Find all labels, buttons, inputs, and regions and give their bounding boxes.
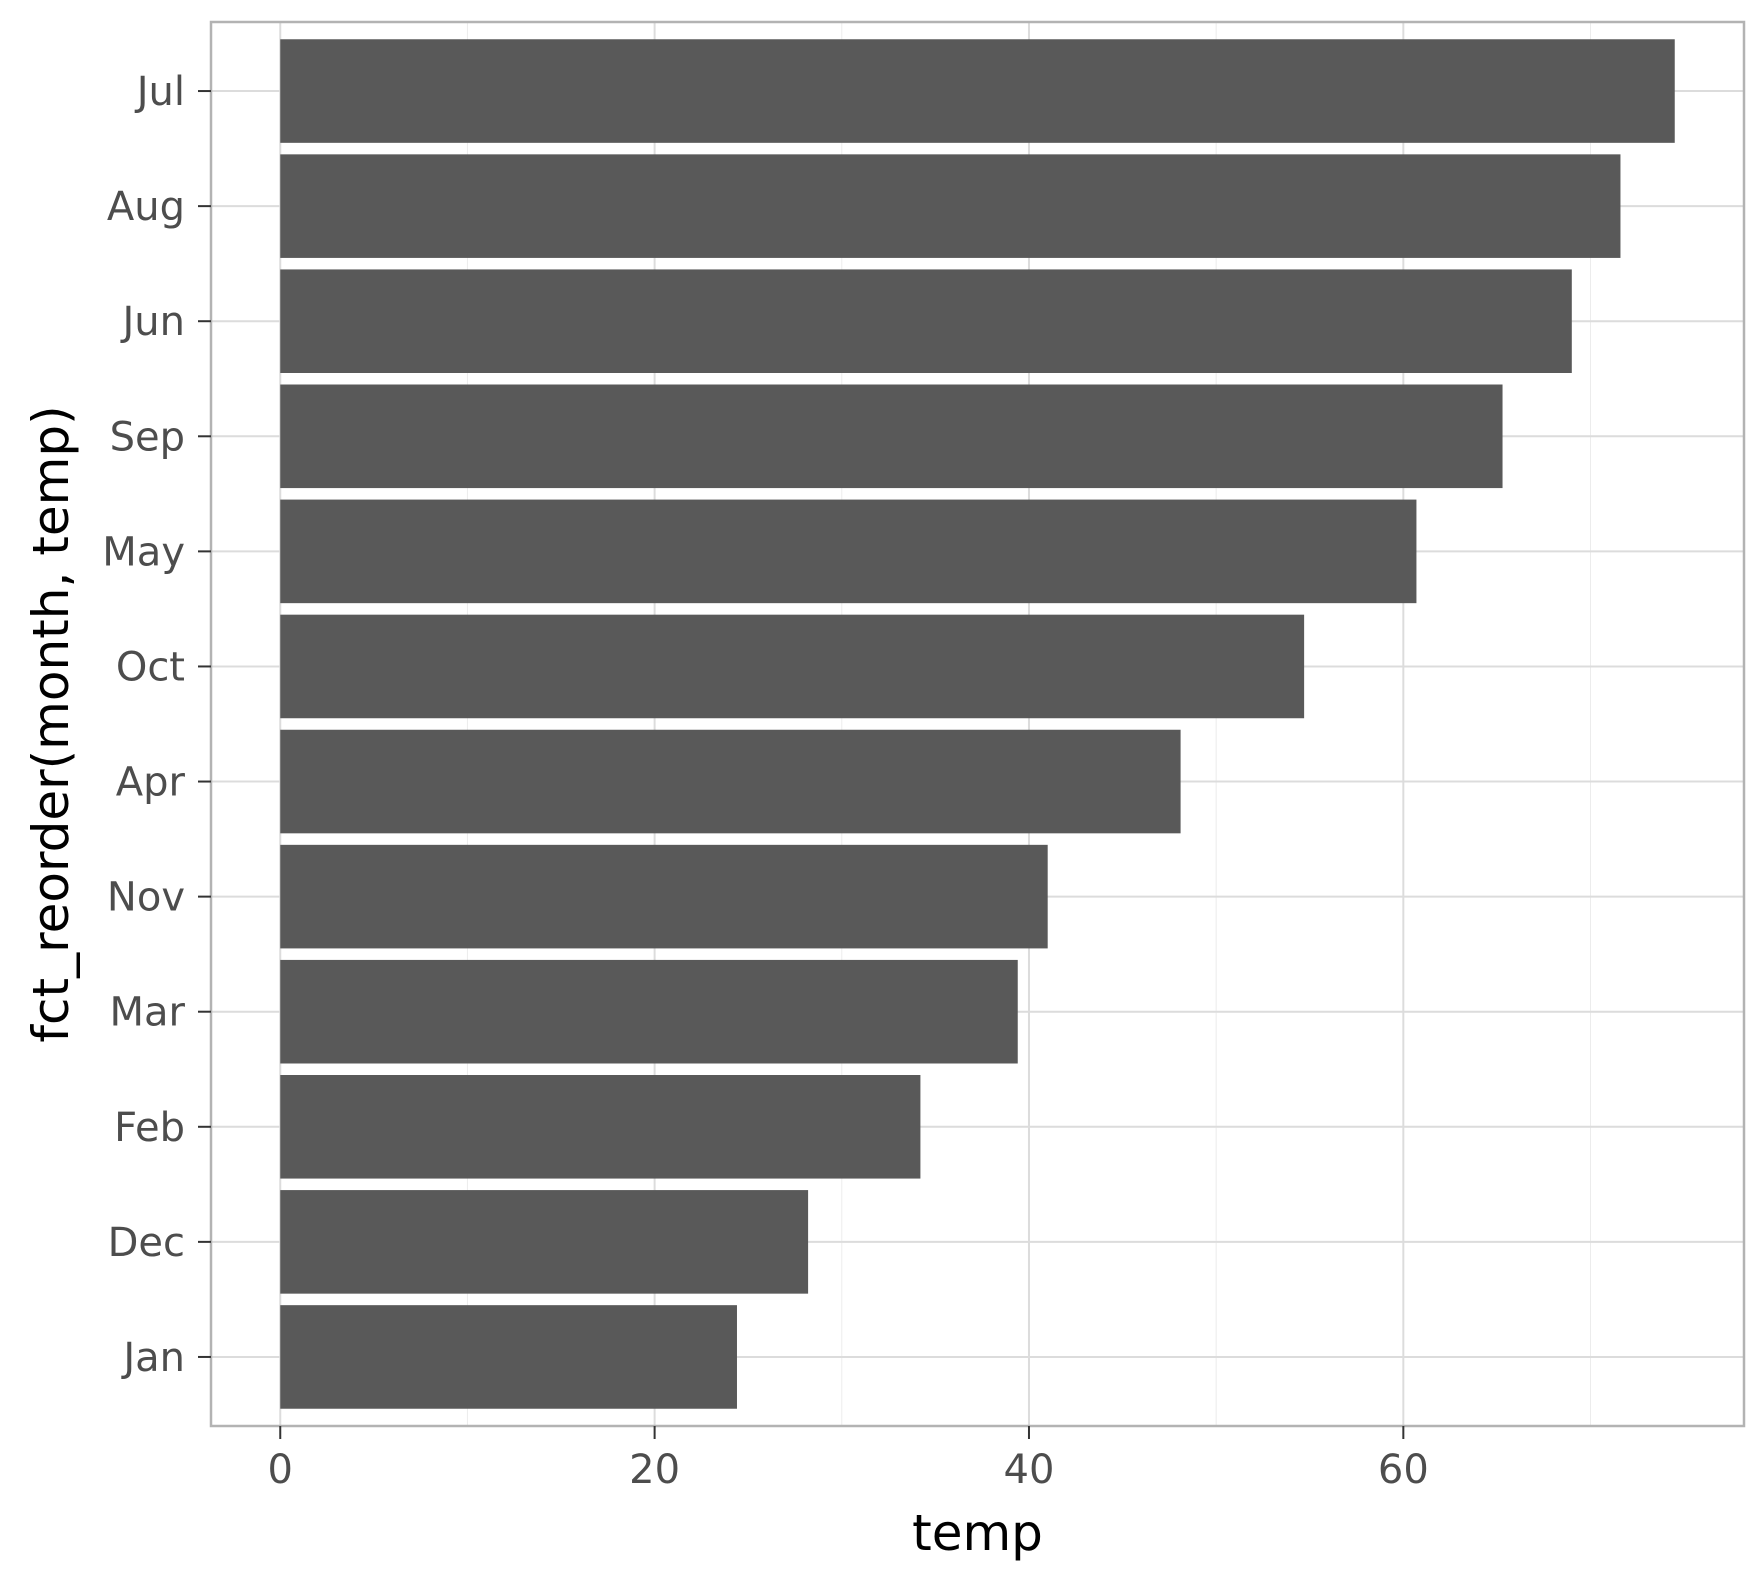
y-tick-label: Mar xyxy=(110,990,186,1036)
bar-nov xyxy=(280,844,1048,949)
y-tick-label: May xyxy=(102,529,185,575)
bar-jan xyxy=(280,1305,737,1409)
y-tick-label: Oct xyxy=(116,644,185,690)
y-axis-labels: Jan Dec Feb Mar Nov Apr Oct May Sep Jun Aug Jul xyxy=(102,69,185,1381)
y-tick-label: Jan xyxy=(120,1335,185,1381)
y-tick-label: Sep xyxy=(110,414,185,460)
y-tick-label: Dec xyxy=(108,1220,185,1266)
bar-oct xyxy=(280,614,1305,719)
panel-border xyxy=(209,20,1746,1428)
bar-jul xyxy=(280,39,1675,143)
bar-feb xyxy=(280,1075,921,1179)
x-tick-label: 60 xyxy=(1378,1447,1429,1493)
y-tick-label: Nov xyxy=(107,875,185,921)
y-tick-label: Apr xyxy=(116,760,186,806)
bar-mar xyxy=(280,959,1018,1064)
bars xyxy=(280,39,1675,1409)
axis-ticks xyxy=(198,90,1405,1439)
y-tick-label: Jul xyxy=(134,69,185,115)
bar-jun xyxy=(280,269,1572,373)
x-axis-labels: 0 20 40 60 xyxy=(268,1447,1429,1493)
bar-aug xyxy=(280,154,1621,258)
y-tick-label: Feb xyxy=(114,1105,185,1151)
y-tick-label: Jun xyxy=(120,299,186,345)
x-axis-title: temp xyxy=(912,1504,1043,1562)
bar-sep xyxy=(280,384,1503,489)
bar-may xyxy=(280,499,1417,604)
x-tick-label: 20 xyxy=(629,1447,680,1493)
bar-apr xyxy=(280,729,1181,834)
y-tick-label: Aug xyxy=(107,184,185,230)
y-axis-title: fct_reorder(month, temp) xyxy=(22,405,80,1042)
x-tick-label: 0 xyxy=(268,1447,293,1493)
x-tick-label: 40 xyxy=(1004,1447,1055,1493)
bar-dec xyxy=(280,1190,809,1294)
